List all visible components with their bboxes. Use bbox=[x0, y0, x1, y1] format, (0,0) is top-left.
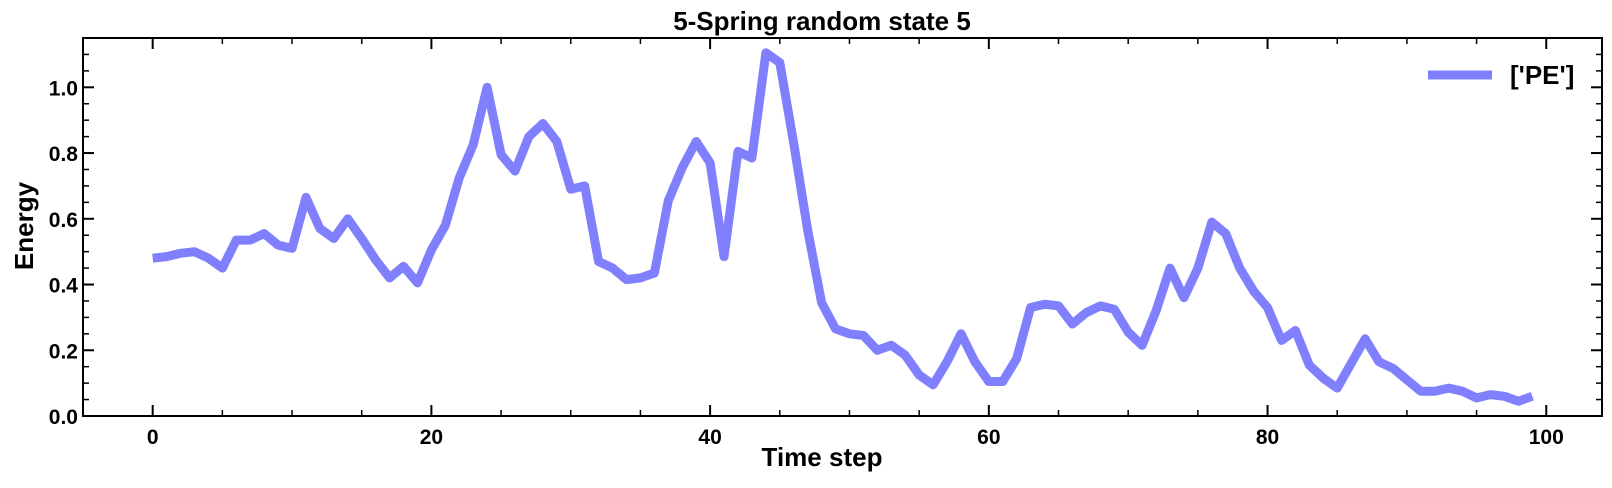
chart-title: 5-Spring random state 5 bbox=[673, 6, 971, 36]
x-tick-label: 60 bbox=[977, 426, 1000, 449]
y-tick-label: 1.0 bbox=[49, 77, 78, 100]
x-axis: 0 20 40 60 80 100 bbox=[82, 38, 1564, 449]
x-tick-label: 40 bbox=[698, 426, 721, 449]
x-axis-label: Time step bbox=[762, 442, 883, 472]
x-tick-label: 20 bbox=[420, 426, 443, 449]
plot-frame bbox=[82, 37, 1603, 417]
legend-label: ['PE'] bbox=[1510, 60, 1574, 90]
y-axis: 0.0 0.2 0.4 0.6 0.8 1.0 bbox=[49, 53, 1602, 429]
series-line-pe bbox=[152, 48, 1534, 406]
y-tick-label: 0.2 bbox=[49, 340, 78, 363]
legend: ['PE'] bbox=[1428, 60, 1574, 90]
y-tick-label: 0.8 bbox=[49, 143, 79, 166]
x-tick-label: 0 bbox=[147, 426, 159, 449]
x-tick-label: 80 bbox=[1256, 426, 1279, 449]
y-axis-label: Energy bbox=[9, 181, 39, 270]
y-tick-label: 0.6 bbox=[49, 209, 78, 232]
y-tick-label: 0.0 bbox=[49, 406, 78, 429]
plot-area bbox=[82, 37, 1603, 417]
y-tick-label: 0.4 bbox=[49, 275, 79, 298]
x-tick-label: 100 bbox=[1529, 426, 1564, 449]
